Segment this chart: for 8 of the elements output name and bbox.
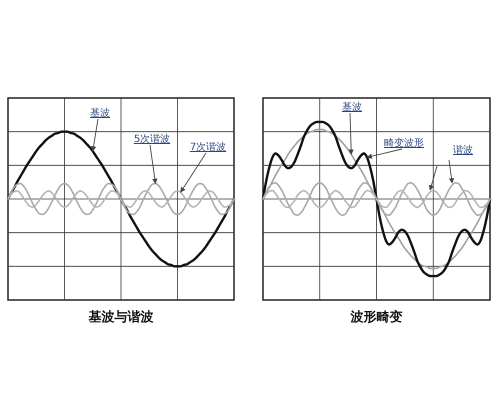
text: 基波	[342, 101, 362, 113]
text: 基波	[90, 107, 110, 119]
annotation: 谐波	[453, 144, 473, 156]
text: 7次谐波	[190, 141, 226, 153]
series-label: 畸变波形	[384, 137, 424, 149]
text: 波形畸变	[350, 309, 402, 325]
text: 基波与谐波	[88, 310, 154, 325]
text: 5次谐波	[134, 133, 170, 145]
